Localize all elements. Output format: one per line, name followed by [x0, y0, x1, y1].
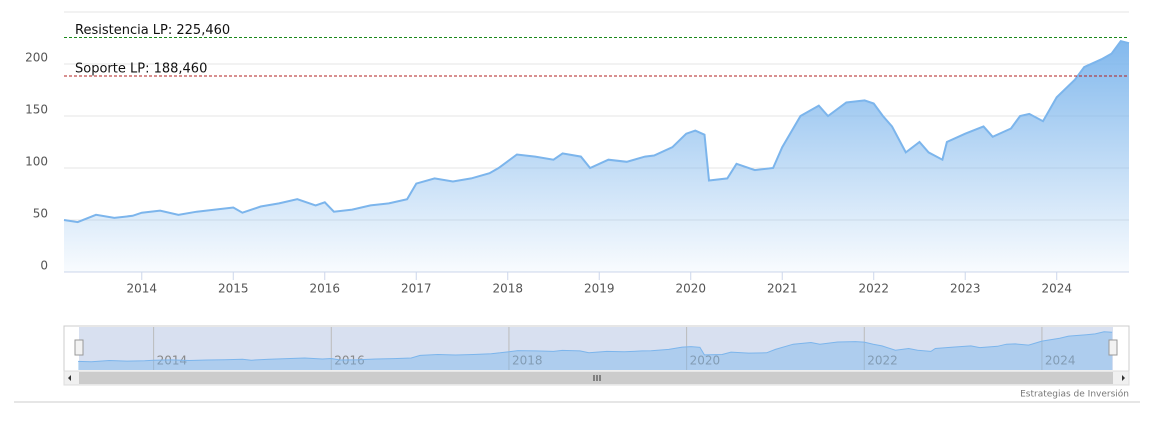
x-tick-label: 2024 — [1041, 282, 1072, 296]
x-tick-label: 2023 — [950, 282, 981, 296]
navigator-tick-label: 2020 — [690, 354, 721, 368]
x-tick-label: 2021 — [767, 282, 798, 296]
x-tick-label: 2015 — [218, 282, 249, 296]
x-tick-label: 2016 — [309, 282, 340, 296]
y-tick-label: 150 — [25, 103, 48, 117]
y-tick-label: 50 — [33, 207, 48, 221]
series-line — [63, 39, 1130, 224]
x-tick-label: 2018 — [492, 282, 523, 296]
level-label: Soporte LP: 188,460 — [75, 62, 207, 77]
credit: Estrategias de Inversión — [1020, 389, 1129, 400]
y-tick-label: 100 — [25, 155, 48, 169]
navigator-tick-label: 2016 — [334, 354, 365, 368]
x-tick-label: 2020 — [675, 282, 706, 296]
series-fill — [64, 41, 1129, 272]
x-tick-label: 2019 — [584, 282, 615, 296]
scroll-left[interactable] — [68, 375, 71, 381]
x-tick-label: 2022 — [858, 282, 889, 296]
navigator-fill — [78, 331, 1113, 370]
scrollbar-thumb[interactable] — [79, 372, 1113, 384]
navigator-tick-label: 2014 — [157, 354, 188, 368]
level-label: Resistencia LP: 225,460 — [75, 23, 230, 38]
navigator-tick-label: 2024 — [1045, 354, 1076, 368]
x-tick-label: 2014 — [126, 282, 157, 296]
y-tick-label: 0 — [40, 259, 48, 273]
navigator-tick-label: 2022 — [867, 354, 898, 368]
x-tick-label: 2017 — [401, 282, 432, 296]
scroll-right[interactable] — [1122, 375, 1125, 381]
navigator-handle[interactable] — [1108, 339, 1118, 356]
y-tick-label: 200 — [25, 51, 48, 65]
navigator-line — [78, 331, 1113, 363]
scrollbar-grip — [593, 375, 601, 381]
navigator-handle[interactable] — [74, 339, 84, 356]
navigator-tick-label: 2018 — [512, 354, 543, 368]
